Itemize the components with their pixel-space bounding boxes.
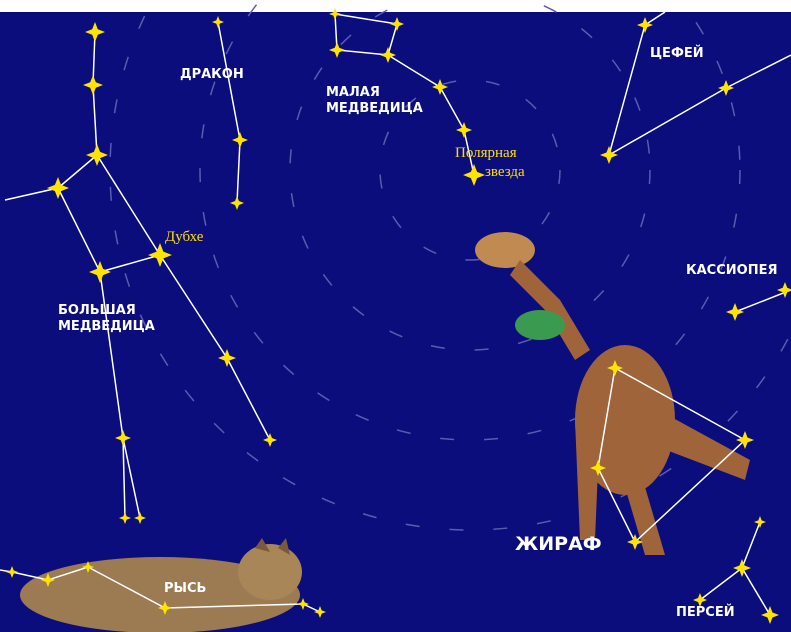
star-map: ДРАКОНМАЛАЯМЕДВЕДИЦАЦЕФЕЙПолярнаязвездаД… <box>0 0 791 632</box>
label-text: МЕДВЕДИЦА <box>58 319 155 334</box>
label-text: ЦЕФЕЙ <box>650 45 704 61</box>
label-text: Полярная <box>455 145 517 161</box>
label-text: МЕДВЕДИЦА <box>326 101 423 116</box>
label-text: КАССИОПЕЯ <box>686 263 777 278</box>
label-text: звезда <box>485 164 525 180</box>
label-text: ДРАКОН <box>180 67 244 82</box>
label-text: Дубхе <box>165 229 204 245</box>
label-text: ПЕРСЕЙ <box>676 604 735 620</box>
label-text: ЖИРАФ <box>515 533 602 555</box>
label-text: МАЛАЯ <box>326 85 380 100</box>
label-text: РЫСЬ <box>164 581 206 596</box>
label-text: БОЛЬШАЯ <box>58 303 136 318</box>
